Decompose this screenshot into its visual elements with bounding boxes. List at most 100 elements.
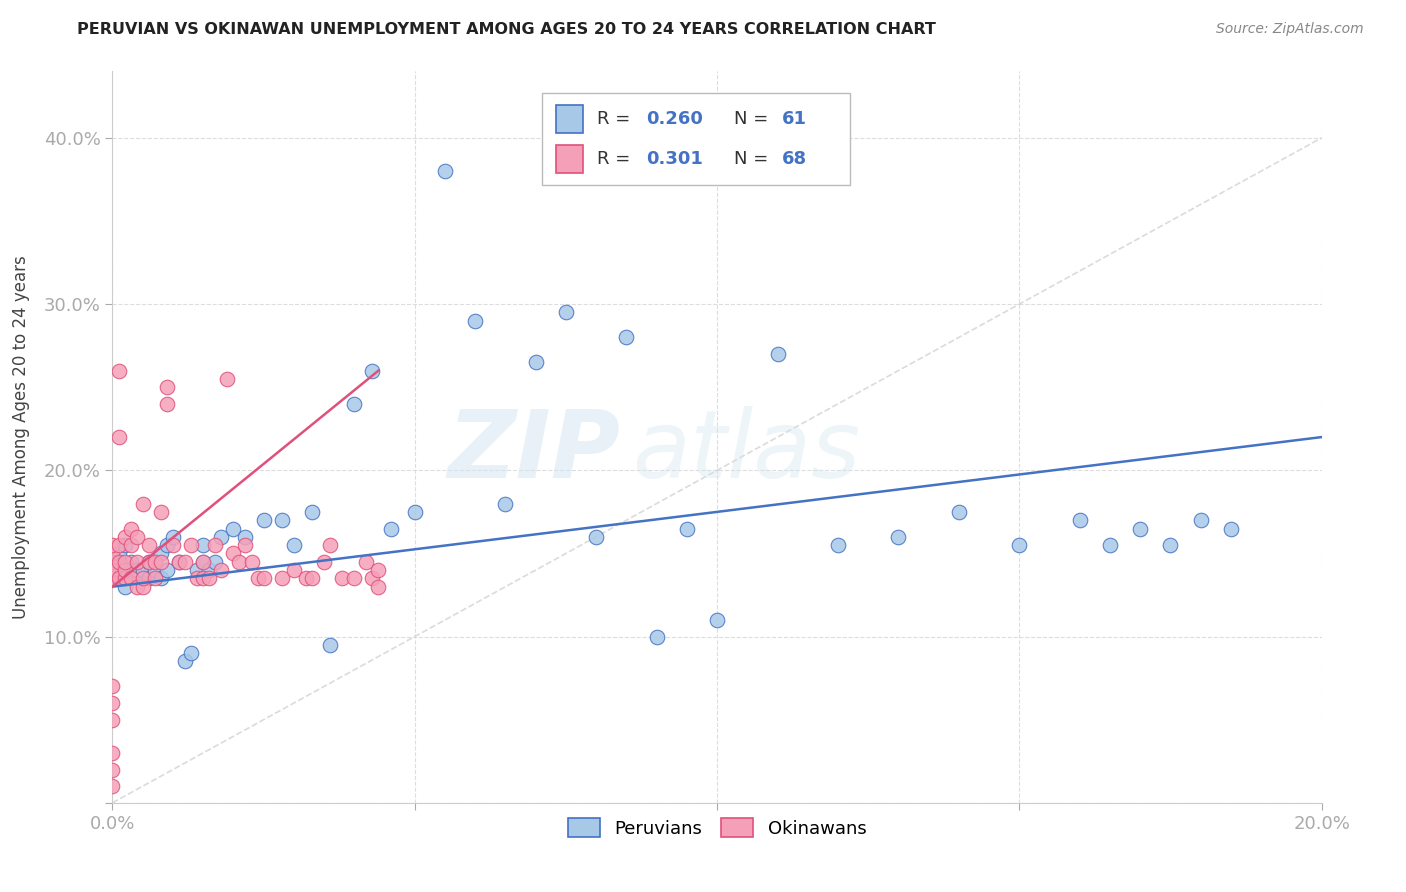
Point	[186, 563, 208, 577]
Point	[198, 571, 221, 585]
Point	[156, 397, 179, 411]
Point	[319, 638, 342, 652]
Point	[246, 571, 269, 585]
Point	[120, 571, 142, 585]
Point	[186, 571, 208, 585]
Point	[107, 571, 129, 585]
Point	[107, 555, 129, 569]
Point	[645, 630, 668, 644]
Point	[149, 571, 172, 585]
Point	[1129, 521, 1152, 535]
Point	[125, 530, 148, 544]
Text: N =: N =	[734, 150, 773, 168]
Point	[356, 555, 378, 569]
Point	[1159, 538, 1181, 552]
Point	[101, 563, 124, 577]
Point	[554, 305, 576, 319]
Point	[156, 380, 179, 394]
Point	[101, 779, 124, 793]
Point	[675, 521, 697, 535]
Point	[167, 555, 190, 569]
Point	[585, 530, 607, 544]
Point	[101, 763, 124, 777]
Point	[132, 497, 155, 511]
Point	[948, 505, 970, 519]
Point	[330, 571, 353, 585]
Point	[143, 563, 166, 577]
Y-axis label: Unemployment Among Ages 20 to 24 years: Unemployment Among Ages 20 to 24 years	[11, 255, 30, 619]
Point	[114, 530, 136, 544]
Text: 61: 61	[782, 110, 807, 128]
Point	[1069, 513, 1091, 527]
Legend: Peruvians, Okinawans: Peruvians, Okinawans	[561, 811, 873, 845]
Point	[149, 546, 172, 560]
Point	[107, 571, 129, 585]
Point	[101, 713, 124, 727]
Point	[101, 546, 124, 560]
Point	[101, 746, 124, 760]
Point	[1098, 538, 1121, 552]
Text: 68: 68	[782, 150, 807, 168]
Point	[706, 613, 728, 627]
Point	[156, 563, 179, 577]
Point	[101, 555, 124, 569]
Point	[120, 555, 142, 569]
Point	[132, 571, 155, 585]
Point	[101, 563, 124, 577]
FancyBboxPatch shape	[541, 94, 851, 185]
Point	[162, 530, 184, 544]
Point	[301, 505, 323, 519]
Point	[156, 538, 179, 552]
Point	[107, 538, 129, 552]
Point	[101, 696, 124, 710]
Point	[101, 538, 124, 552]
Point	[253, 571, 276, 585]
Point	[107, 363, 129, 377]
Point	[270, 571, 292, 585]
Point	[380, 521, 402, 535]
Point	[1189, 513, 1212, 527]
Point	[240, 555, 263, 569]
Point	[204, 555, 226, 569]
Point	[198, 563, 221, 577]
Point	[191, 555, 214, 569]
Point	[143, 555, 166, 569]
Bar	[557, 145, 583, 173]
Point	[301, 571, 323, 585]
Point	[222, 521, 245, 535]
Point	[143, 571, 166, 585]
Text: atlas: atlas	[633, 406, 860, 497]
Point	[125, 555, 148, 569]
Point	[524, 355, 547, 369]
Point	[464, 314, 486, 328]
Point	[138, 538, 160, 552]
Point	[616, 330, 638, 344]
Text: N =: N =	[734, 110, 773, 128]
Text: R =: R =	[598, 110, 637, 128]
Point	[228, 555, 250, 569]
Point	[367, 580, 389, 594]
Point	[114, 580, 136, 594]
Text: ZIP: ZIP	[447, 406, 620, 498]
Text: R =: R =	[598, 150, 637, 168]
Point	[107, 555, 129, 569]
Point	[125, 580, 148, 594]
Point	[404, 505, 426, 519]
Point	[114, 563, 136, 577]
Point	[149, 505, 172, 519]
Point	[235, 530, 257, 544]
Point	[314, 555, 336, 569]
Point	[174, 555, 197, 569]
Point	[114, 555, 136, 569]
Point	[343, 571, 366, 585]
Point	[132, 563, 155, 577]
Point	[125, 563, 148, 577]
Point	[107, 430, 129, 444]
Point	[235, 538, 257, 552]
Point	[191, 538, 214, 552]
Point	[295, 571, 318, 585]
Point	[149, 555, 172, 569]
Point	[125, 571, 148, 585]
Point	[766, 347, 789, 361]
Point	[283, 563, 305, 577]
